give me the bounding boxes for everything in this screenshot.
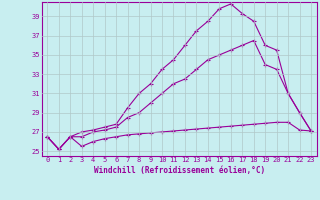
X-axis label: Windchill (Refroidissement éolien,°C): Windchill (Refroidissement éolien,°C) <box>94 166 265 175</box>
